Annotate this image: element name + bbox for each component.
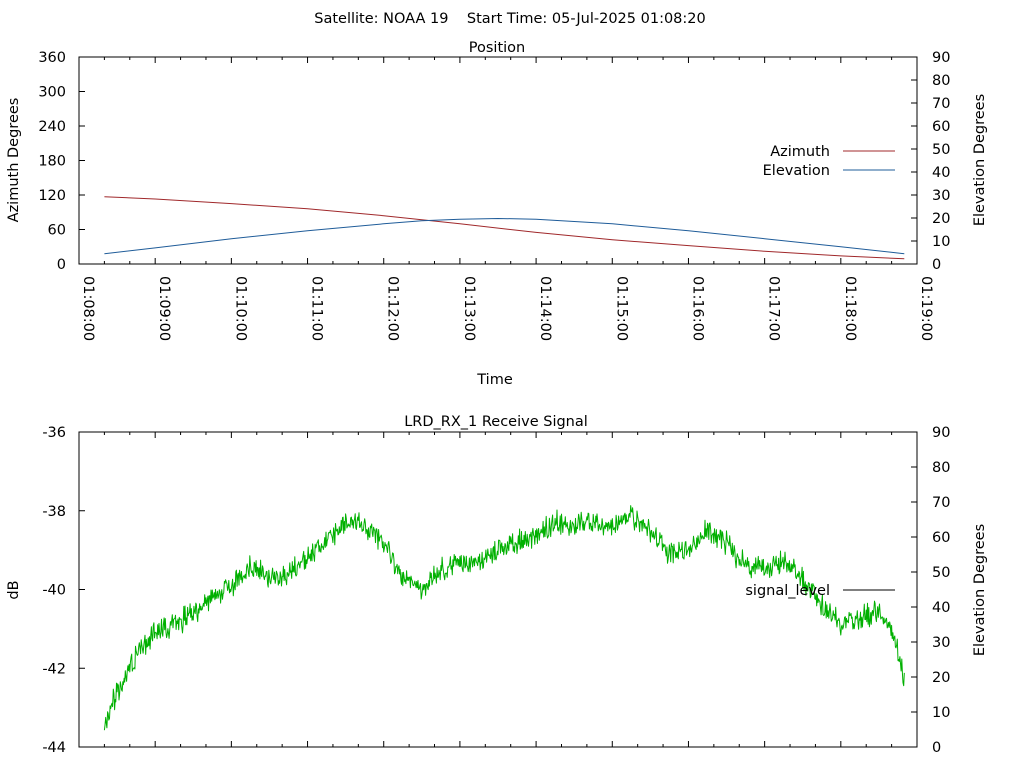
signal-legend: signal_level xyxy=(745,583,895,599)
y2-tick-label: 80 xyxy=(932,73,950,89)
x-tick-label: 01:09:00 xyxy=(156,276,172,341)
y2-tick-label: 10 xyxy=(932,705,950,721)
x-tick-label: 01:19:00 xyxy=(918,276,934,341)
y-tick-label: 240 xyxy=(38,119,66,135)
series-line-signal-level xyxy=(103,505,905,731)
y2-tick-label: 80 xyxy=(932,460,950,476)
y2-tick-label: 10 xyxy=(932,234,950,250)
y2-tick-label: 40 xyxy=(932,600,950,616)
y-tick-label: -36 xyxy=(42,425,66,441)
x-tick-label: 01:17:00 xyxy=(766,276,782,341)
y2-tick-label: 70 xyxy=(932,495,950,511)
position-y-axis-label: Azimuth Degrees xyxy=(6,98,22,223)
y2-tick-label: 90 xyxy=(932,50,950,66)
signal-y-axis-label: dB xyxy=(6,580,22,599)
y-tick-label: -44 xyxy=(42,740,66,756)
y-tick-label: 0 xyxy=(57,257,66,273)
y2-tick-label: 50 xyxy=(932,565,950,581)
x-tick-label: 01:10:00 xyxy=(232,276,248,341)
position-x-axis-label: Time xyxy=(476,372,513,388)
y2-tick-label: 60 xyxy=(932,119,950,135)
x-tick-label: 01:08:00 xyxy=(80,276,96,341)
legend-label: Elevation xyxy=(763,163,830,179)
y-tick-label: -38 xyxy=(42,504,66,520)
y-tick-label: -40 xyxy=(42,583,66,599)
series-line-azimuth xyxy=(104,196,905,260)
y2-tick-label: 30 xyxy=(932,635,950,651)
position-legend: Azimuth Elevation xyxy=(763,144,895,179)
x-tick-label: 01:16:00 xyxy=(689,276,705,341)
y2-tick-label: 0 xyxy=(932,257,941,273)
figure-title: Satellite: NOAA 19 Start Time: 05-Jul-20… xyxy=(314,11,706,27)
y-tick-label: 360 xyxy=(38,50,66,66)
y-tick-label: 300 xyxy=(38,85,66,101)
y2-tick-label: 20 xyxy=(932,211,950,227)
y2-tick-label: 30 xyxy=(932,188,950,204)
y-tick-label: 120 xyxy=(38,188,66,204)
x-tick-label: 01:15:00 xyxy=(613,276,629,341)
y2-tick-label: 20 xyxy=(932,670,950,686)
signal-chart-title: LRD_RX_1 Receive Signal xyxy=(404,414,588,430)
y-tick-label: 180 xyxy=(38,154,66,170)
position-chart-title: Position xyxy=(469,40,525,56)
y2-tick-label: 0 xyxy=(932,740,941,756)
y2-tick-label: 60 xyxy=(932,530,950,546)
position-chart: Position Azimuth Degrees Elevation Degre… xyxy=(6,40,988,388)
y-tick-label: 60 xyxy=(48,223,66,239)
signal-chart: LRD_RX_1 Receive Signal dB Elevation Deg… xyxy=(6,414,988,756)
x-tick-label: 01:14:00 xyxy=(537,276,553,341)
legend-label: Azimuth xyxy=(770,144,830,160)
x-tick-label: 01:11:00 xyxy=(309,276,325,341)
x-tick-label: 01:13:00 xyxy=(461,276,477,341)
y2-tick-label: 40 xyxy=(932,165,950,181)
signal-y2-axis-label: Elevation Degrees xyxy=(972,524,988,656)
x-tick-label: 01:18:00 xyxy=(842,276,858,341)
series-line-elevation xyxy=(104,218,905,255)
legend-label: signal_level xyxy=(745,583,830,599)
y2-tick-label: 90 xyxy=(932,425,950,441)
y2-tick-label: 50 xyxy=(932,142,950,158)
x-tick-label: 01:12:00 xyxy=(385,276,401,341)
y2-tick-label: 70 xyxy=(932,96,950,112)
y-tick-label: -42 xyxy=(42,661,66,677)
position-y2-axis-label: Elevation Degrees xyxy=(972,94,988,226)
position-plot-frame xyxy=(78,56,918,265)
